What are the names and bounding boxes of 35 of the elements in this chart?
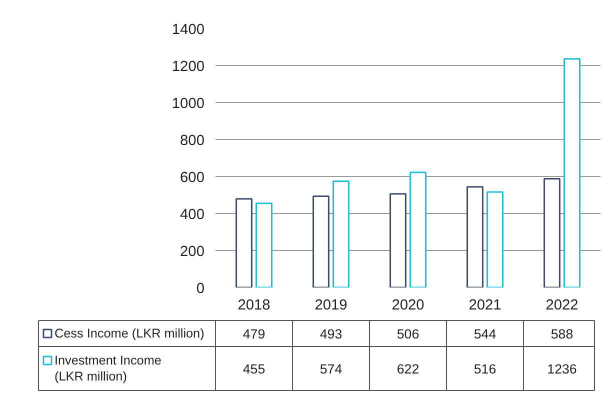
data-label: 455 — [242, 362, 266, 376]
data-label: 479 — [242, 326, 266, 342]
bar — [544, 178, 560, 288]
data-label: 544 — [474, 326, 497, 342]
data-label: 516 — [474, 362, 496, 376]
data-label: 622 — [396, 362, 420, 376]
y-tick-label: 1400 — [172, 22, 205, 38]
bar — [312, 196, 330, 288]
bar — [236, 198, 252, 288]
y-tick-label: 400 — [180, 207, 205, 223]
y-tick-label: 600 — [180, 170, 205, 186]
data-label: 588 — [550, 326, 574, 342]
x-tick-label: 2020 — [392, 298, 424, 314]
data-label: 1236 — [547, 362, 577, 376]
legend-label: Cess Income (LKR million) — [54, 326, 204, 340]
bar — [410, 172, 426, 288]
bar — [332, 180, 350, 288]
legend-label: Investment Income (LKR million) — [54, 354, 162, 384]
bar — [390, 193, 406, 288]
bar — [466, 186, 484, 288]
y-tick-label: 1200 — [172, 59, 205, 75]
x-tick-label: 2018 — [238, 298, 270, 314]
y-tick-label: 800 — [180, 133, 205, 149]
data-label: 506 — [396, 326, 420, 342]
bar — [564, 58, 580, 288]
x-tick-label: 2019 — [314, 298, 348, 314]
data-label: 574 — [320, 362, 343, 376]
bar — [256, 202, 272, 288]
y-tick-label: 1000 — [172, 96, 205, 112]
y-tick-label: 200 — [180, 244, 205, 260]
x-tick-label: 2021 — [468, 298, 502, 314]
data-label: 493 — [320, 326, 342, 342]
x-tick-label: 2022 — [546, 298, 578, 314]
y-tick-label: 0 — [196, 281, 205, 297]
bar — [486, 191, 504, 288]
